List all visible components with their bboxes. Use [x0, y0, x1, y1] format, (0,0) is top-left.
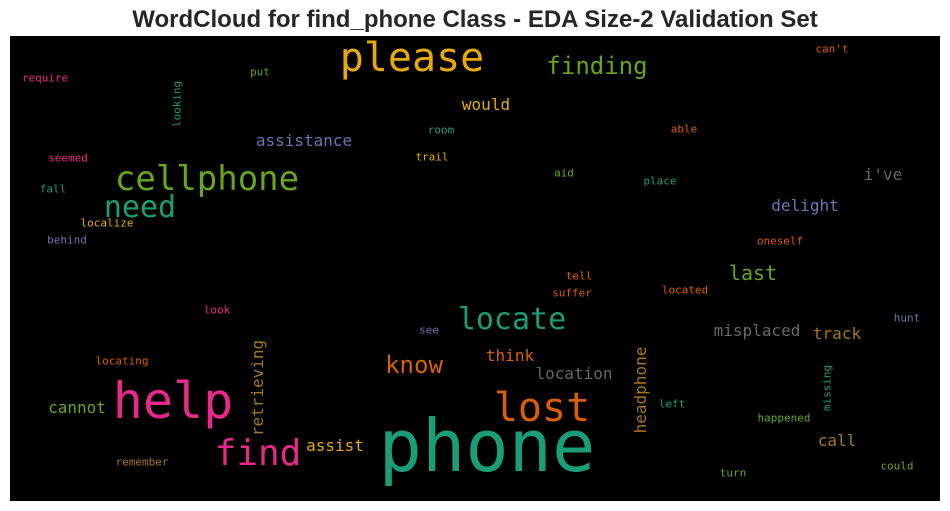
chart-title: WordCloud for find_phone Class - EDA Siz… [132, 6, 818, 33]
word-12: misplaced [713, 321, 801, 340]
word-32: trail [415, 150, 449, 164]
word-19: track [812, 324, 862, 343]
word-22: cannot [48, 398, 106, 417]
word-4: find [214, 433, 302, 474]
word-21: assist [306, 436, 364, 455]
word-50: could [880, 459, 914, 473]
wordcloud-canvas: phone help please lost find cellphone locate ne… [10, 36, 940, 501]
word-48: remember [115, 455, 169, 469]
word-14: retrieving [248, 339, 267, 437]
word-28: can't [815, 42, 849, 56]
word-17: i've [863, 165, 903, 184]
word-18: delight [771, 196, 839, 215]
word-47: happened [757, 411, 811, 425]
word-31: seemed [48, 151, 88, 165]
word-7: need [103, 190, 177, 225]
word-49: turn [719, 466, 747, 480]
word-3: lost [493, 385, 591, 431]
word-42: look [203, 303, 231, 317]
word-6: locate [457, 302, 567, 337]
word-1: help [112, 372, 234, 430]
word-0: phone [378, 404, 596, 488]
word-33: aid [554, 166, 574, 180]
word-44: hunt [893, 311, 921, 325]
word-34: place [643, 174, 677, 188]
word-8: finding [546, 52, 648, 80]
word-5: cellphone [114, 159, 300, 199]
word-16: would [461, 95, 511, 114]
word-9: know [385, 351, 443, 379]
word-24: looking [170, 80, 184, 128]
word-20: think [485, 346, 535, 365]
word-13: location [535, 364, 613, 383]
word-27: put [250, 65, 270, 79]
word-46: left [658, 397, 686, 411]
word-35: fall [39, 182, 67, 196]
word-37: behind [47, 233, 87, 247]
word-43: see [419, 323, 439, 337]
word-11: assistance [255, 131, 353, 150]
word-15: headphone [631, 346, 650, 434]
word-41: located [661, 283, 709, 297]
word-38: oneself [756, 234, 804, 248]
word-29: room [427, 123, 455, 137]
word-10: last [728, 261, 778, 285]
word-26: require [21, 71, 69, 85]
word-2: please [339, 36, 485, 81]
word-30: able [670, 122, 698, 136]
word-45: locating [95, 354, 149, 368]
word-39: tell [565, 269, 593, 283]
word-40: suffer [552, 286, 592, 300]
word-23: call [817, 431, 857, 450]
word-25: missing [820, 364, 834, 412]
word-36: localize [80, 216, 134, 230]
